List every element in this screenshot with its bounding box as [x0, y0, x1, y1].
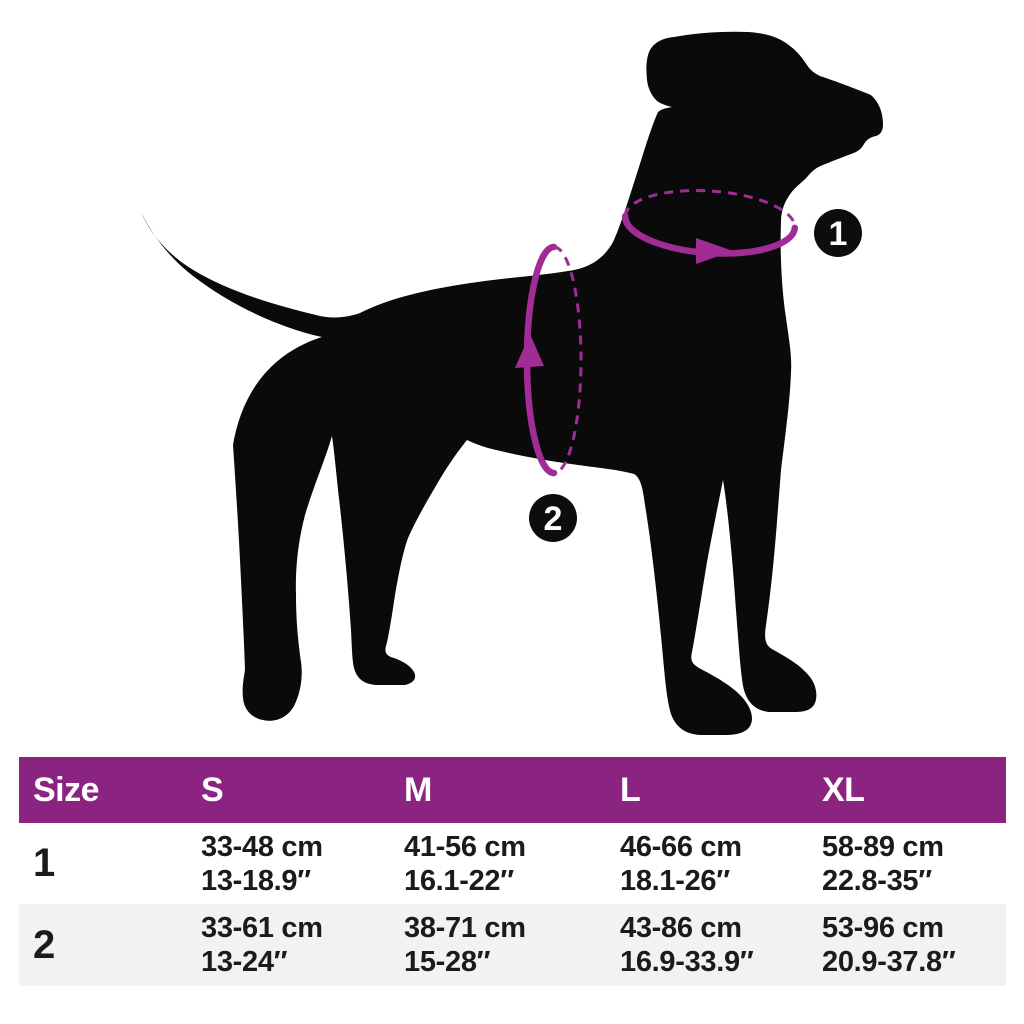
size-header-label: Size [33, 770, 100, 809]
neck-measurement-ellipse [621, 189, 799, 264]
table-header-xl: XL [808, 757, 1006, 823]
table-header-l: L [606, 757, 808, 823]
size-table: Size S M L XL 1 33-48 cm 13-18.9″ 41-56 … [19, 757, 1006, 986]
row-1-label: 1 [33, 841, 56, 885]
row-2-s-cell: 33-61 cm 13-24″ [187, 904, 390, 986]
value-cm: 58-89 cm [822, 830, 944, 863]
chest-measurement-ellipse [515, 243, 583, 477]
dog-measurement-figure: 1 2 [141, 31, 883, 735]
row-2-xl-cell: 53-96 cm 20.9-37.8″ [808, 904, 1006, 986]
value-in: 16.1-22″ [404, 864, 514, 897]
row-1-s-cell: 33-48 cm 13-18.9″ [187, 823, 390, 904]
chest-ellipse-dashed-arc [553, 245, 583, 475]
row-1-m-cell: 41-56 cm 16.1-22″ [390, 823, 606, 904]
dog-silhouette [141, 31, 883, 735]
neck-ellipse-dashed-arc [623, 189, 797, 229]
row-2-l-cell: 43-86 cm 16.9-33.9″ [606, 904, 808, 986]
table-header-size: Size [19, 757, 187, 823]
value-cm: 43-86 cm [620, 912, 742, 944]
value-cm: 53-96 cm [822, 912, 944, 944]
value-in: 13-18.9″ [201, 864, 311, 897]
value-cm: 41-56 cm [404, 830, 526, 863]
col-xl-label: XL [822, 770, 865, 809]
table-header-m: M [390, 757, 606, 823]
col-m-label: M [404, 770, 432, 809]
value-in: 15-28″ [404, 946, 491, 978]
col-s-label: S [201, 770, 224, 809]
col-l-label: L [620, 770, 641, 809]
row-1-l-cell: 46-66 cm 18.1-26″ [606, 823, 808, 904]
row-1-xl-cell: 58-89 cm 22.8-35″ [808, 823, 1006, 904]
row-2-label-cell: 2 [19, 904, 187, 986]
value-in: 20.9-37.8″ [822, 946, 956, 978]
marker-2-label: 2 [544, 500, 563, 538]
table-header-s: S [187, 757, 390, 823]
value-in: 22.8-35″ [822, 864, 932, 897]
row-1-label-cell: 1 [19, 823, 187, 904]
marker-1-label: 1 [829, 215, 848, 253]
row-2-m-cell: 38-71 cm 15-28″ [390, 904, 606, 986]
chest-arrow-icon [515, 334, 544, 368]
marker-1-badge: 1 [814, 209, 862, 257]
neck-arrow-icon [696, 238, 733, 264]
value-cm: 38-71 cm [404, 912, 526, 944]
value-in: 18.1-26″ [620, 864, 730, 897]
value-cm: 46-66 cm [620, 830, 742, 863]
value-cm: 33-48 cm [201, 830, 323, 863]
row-2-label: 2 [33, 922, 56, 967]
value-in: 13-24″ [201, 946, 288, 978]
value-cm: 33-61 cm [201, 912, 323, 944]
marker-2-badge: 2 [529, 494, 577, 542]
value-in: 16.9-33.9″ [620, 946, 754, 978]
